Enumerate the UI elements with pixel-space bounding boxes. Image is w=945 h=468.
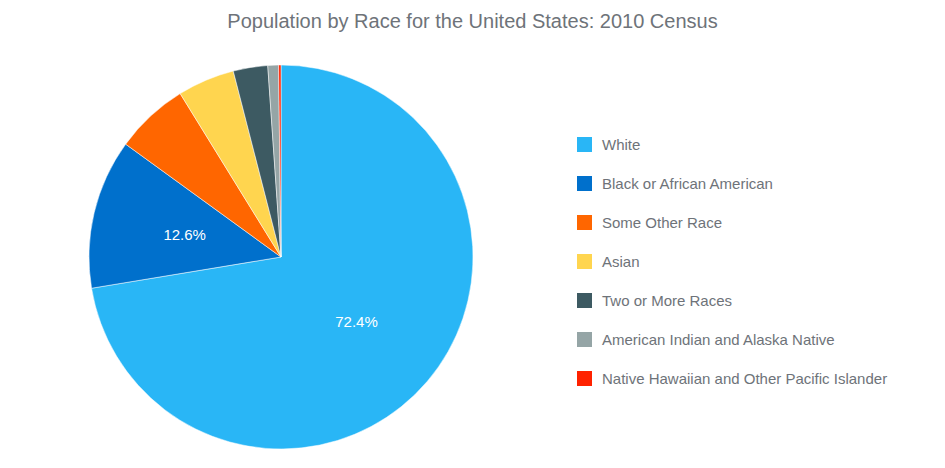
svg-text:Asian: Asian	[602, 253, 640, 270]
svg-text:12.6%: 12.6%	[163, 226, 206, 243]
svg-text:American Indian and Alaska Nat: American Indian and Alaska Native	[602, 331, 835, 348]
svg-text:White: White	[602, 136, 640, 153]
svg-text:Some Other Race: Some Other Race	[602, 214, 722, 231]
svg-text:Black or African American: Black or African American	[602, 175, 773, 192]
svg-text:72.4%: 72.4%	[335, 313, 378, 330]
svg-text:Two or More Races: Two or More Races	[602, 292, 732, 309]
svg-text:Native Hawaiian and Other Paci: Native Hawaiian and Other Pacific Island…	[602, 370, 887, 387]
svg-text:Population by Race for the Uni: Population by Race for the United States…	[227, 10, 717, 32]
